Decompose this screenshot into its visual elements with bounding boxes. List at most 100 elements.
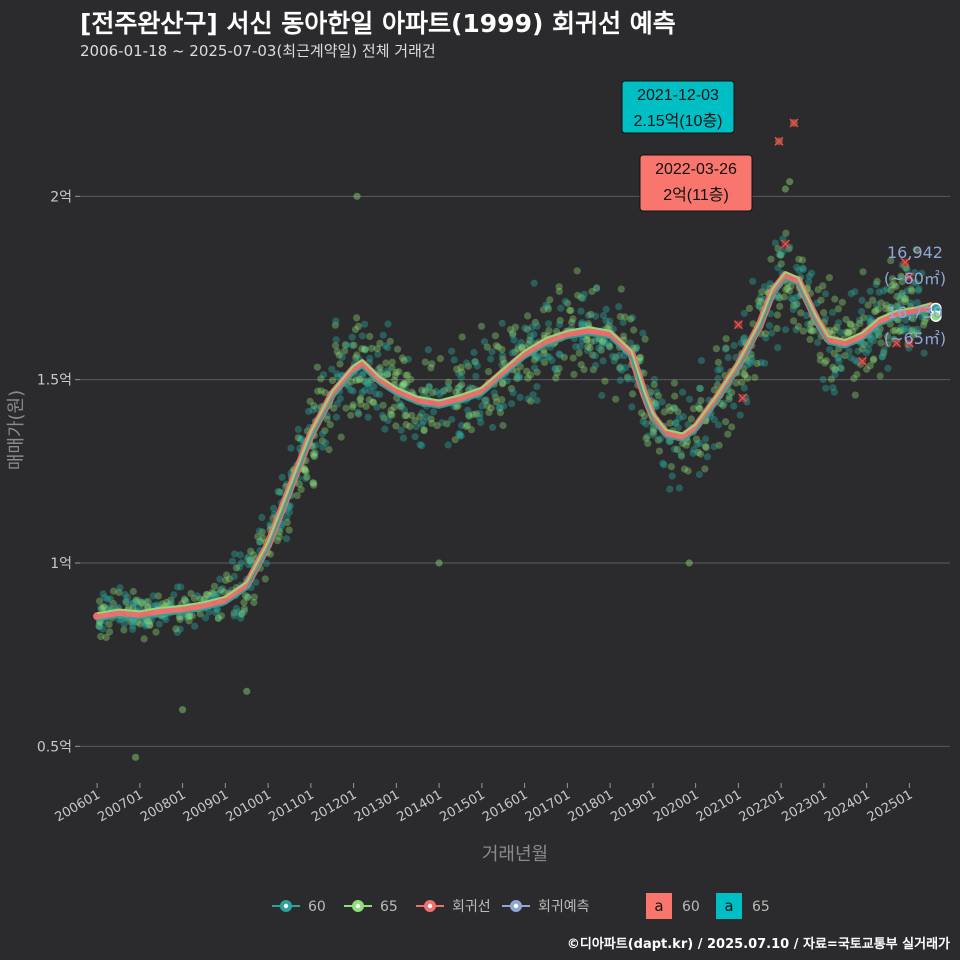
data-point: [555, 283, 563, 291]
data-point: [319, 443, 327, 451]
data-point: [259, 534, 267, 542]
data-point: [898, 278, 906, 286]
data-point: [847, 321, 855, 329]
data-point: [400, 380, 408, 388]
data-point: [498, 345, 506, 353]
data-point: [420, 427, 428, 435]
data-point: [907, 285, 915, 293]
data-point: [206, 592, 214, 600]
data-point: [331, 321, 339, 329]
data-point: [544, 302, 552, 310]
data-point: [211, 608, 220, 617]
data-point: [543, 352, 551, 360]
data-point: [569, 354, 577, 362]
data-point: [318, 437, 326, 445]
data-point: [806, 335, 814, 344]
data-point: [491, 332, 499, 340]
data-point: [120, 626, 128, 634]
data-point: [388, 411, 396, 419]
data-point: [628, 403, 636, 411]
data-point: [895, 328, 904, 336]
data-point: [427, 415, 435, 423]
data-point: [469, 410, 477, 419]
data-point: [649, 424, 657, 432]
data-point: [436, 390, 444, 398]
data-point: [237, 559, 246, 567]
data-point: [656, 435, 665, 443]
data-point: [275, 533, 283, 541]
data-point: [601, 377, 609, 385]
data-point: [358, 332, 366, 340]
data-point: [256, 538, 264, 546]
data-point: [455, 369, 463, 378]
data-point: [880, 349, 888, 357]
data-point: [444, 441, 452, 449]
data-point: [671, 419, 680, 427]
data-point: [510, 336, 518, 344]
data-point: [804, 320, 812, 328]
data-point: [799, 327, 807, 335]
data-point: [623, 373, 632, 381]
data-point: [670, 445, 679, 453]
data-point: [202, 614, 210, 622]
data-point: [846, 320, 854, 328]
data-point: [600, 338, 609, 347]
data-point: [366, 332, 374, 340]
data-point: [870, 355, 878, 363]
data-point: [620, 332, 628, 340]
data-point: [448, 347, 456, 355]
data-point: [184, 612, 192, 621]
data-point: [99, 590, 107, 598]
data-point: [480, 338, 489, 346]
data-point: [237, 614, 245, 622]
data-point: [636, 353, 644, 361]
data-point: [384, 370, 392, 378]
data-point: [333, 400, 341, 408]
data-point: [526, 336, 534, 344]
data-point: [466, 384, 474, 392]
data-point: [320, 371, 328, 379]
data-point: [626, 339, 635, 347]
data-point: [685, 559, 693, 567]
outlier-cross: [789, 118, 799, 128]
data-point: [532, 354, 541, 362]
data-point: [240, 607, 249, 616]
data-point: [856, 319, 864, 327]
data-point: [411, 417, 419, 425]
data-point: [636, 354, 644, 362]
data-point: [526, 332, 535, 340]
data-point: [541, 358, 549, 366]
data-point: [621, 364, 630, 372]
data-point: [533, 396, 541, 404]
legend-label: 65: [752, 899, 770, 915]
data-point: [136, 620, 144, 628]
data-point: [513, 374, 521, 383]
data-point: [374, 350, 382, 358]
data-point: [816, 356, 824, 364]
data-point: [129, 604, 137, 612]
data-point: [580, 290, 588, 298]
data-point: [777, 251, 785, 259]
data-point: [697, 396, 705, 405]
end-label-value: 16,942: [887, 243, 943, 262]
x-tick-label: 202501: [865, 787, 915, 825]
data-point: [404, 355, 412, 363]
data-point: [821, 359, 829, 367]
data-point: [835, 358, 843, 366]
data-point: [312, 441, 320, 449]
data-point: [556, 351, 564, 359]
data-point: [913, 298, 921, 307]
data-point: [342, 341, 350, 349]
end-label-value: 16,730: [887, 303, 943, 322]
x-tick-label: 201101: [266, 787, 316, 825]
data-point: [632, 343, 641, 351]
data-point: [584, 320, 592, 328]
data-point: [492, 342, 500, 350]
data-point: [191, 622, 199, 630]
data-point: [833, 323, 841, 331]
data-point: [373, 403, 381, 411]
data-point: [376, 364, 384, 372]
data-point: [258, 528, 266, 536]
data-point: [876, 372, 884, 380]
data-point: [834, 319, 843, 327]
